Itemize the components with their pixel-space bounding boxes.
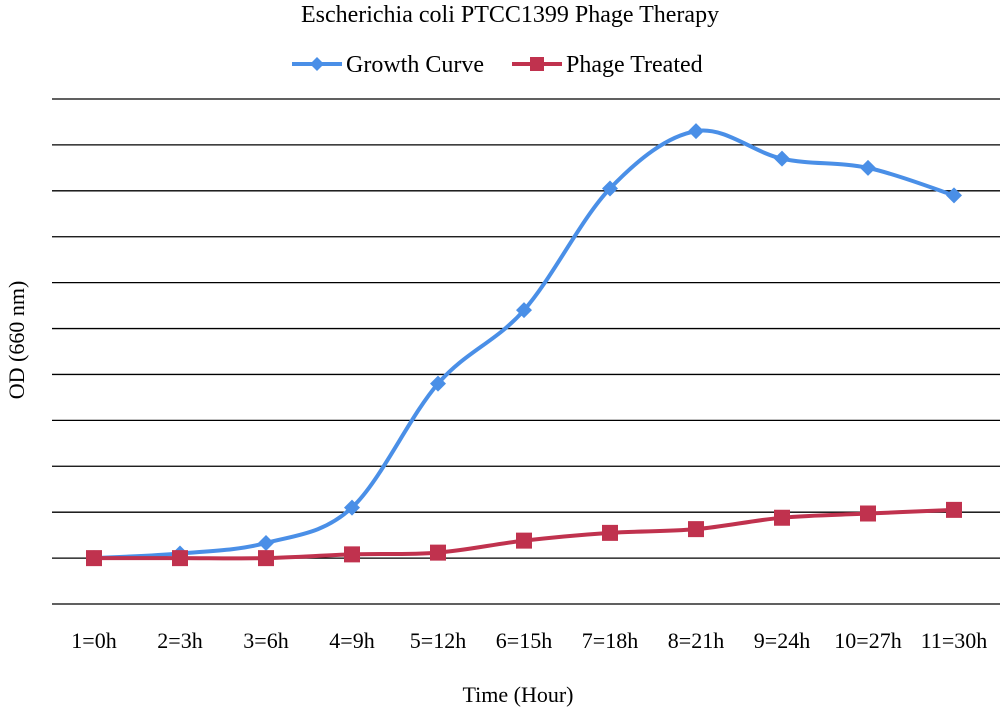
- legend-entry-growth-curve: Growth Curve: [292, 52, 484, 78]
- series-line: [92, 128, 956, 561]
- x-tick-labels: 1=0h 2=3h 3=6h 4=9h 5=12h 6=15h 7=18h 8=21h 9=24…: [71, 628, 987, 653]
- x-tick-label: 2=3h: [157, 628, 202, 653]
- x-tick-label: 9=24h: [754, 628, 810, 653]
- data-point: [774, 150, 790, 167]
- plot-area: [86, 123, 962, 567]
- data-point: [946, 187, 962, 204]
- gridlines: [52, 98, 1000, 605]
- data-point: [258, 534, 274, 551]
- data-point: [774, 509, 790, 526]
- x-tick-label: 4=9h: [329, 628, 374, 653]
- legend-label: Growth Curve: [346, 52, 484, 78]
- data-point: [860, 505, 876, 522]
- legend-label: Phage Treated: [566, 52, 703, 78]
- data-point: [430, 375, 446, 392]
- data-point: [946, 501, 962, 518]
- x-tick-label: 10=27h: [834, 628, 901, 653]
- legend-entry-phage-treated: Phage Treated: [512, 52, 703, 78]
- x-tick-label: 7=18h: [582, 628, 638, 653]
- data-point: [602, 524, 618, 541]
- data-point: [602, 180, 618, 197]
- x-axis-label: Time (Hour): [462, 682, 573, 707]
- data-point: [430, 544, 446, 561]
- data-point: [344, 546, 360, 563]
- legend-swatch-marker: [530, 57, 544, 71]
- x-tick-label: 11=30h: [921, 628, 988, 653]
- y-axis-label: OD (660 nm): [4, 281, 29, 400]
- legend: Growth Curve Phage Treated: [292, 52, 703, 78]
- series-phage-treated: [86, 501, 962, 567]
- data-point: [86, 550, 102, 567]
- data-point: [516, 532, 532, 549]
- x-tick-label: 5=12h: [410, 628, 466, 653]
- data-point: [688, 123, 704, 140]
- data-point: [344, 499, 360, 516]
- x-tick-label: 3=6h: [243, 628, 288, 653]
- series-growth-curve: [86, 123, 962, 567]
- data-point: [516, 302, 532, 319]
- x-tick-label: 8=21h: [668, 628, 724, 653]
- data-point: [172, 550, 188, 567]
- data-point: [258, 550, 274, 567]
- data-point: [860, 159, 876, 176]
- x-tick-label: 6=15h: [496, 628, 552, 653]
- data-point: [688, 521, 704, 538]
- x-tick-label: 1=0h: [71, 628, 116, 653]
- chart-title: Escherichia coli PTCC1399 Phage Therapy: [301, 2, 719, 28]
- legend-swatch-marker: [310, 57, 324, 71]
